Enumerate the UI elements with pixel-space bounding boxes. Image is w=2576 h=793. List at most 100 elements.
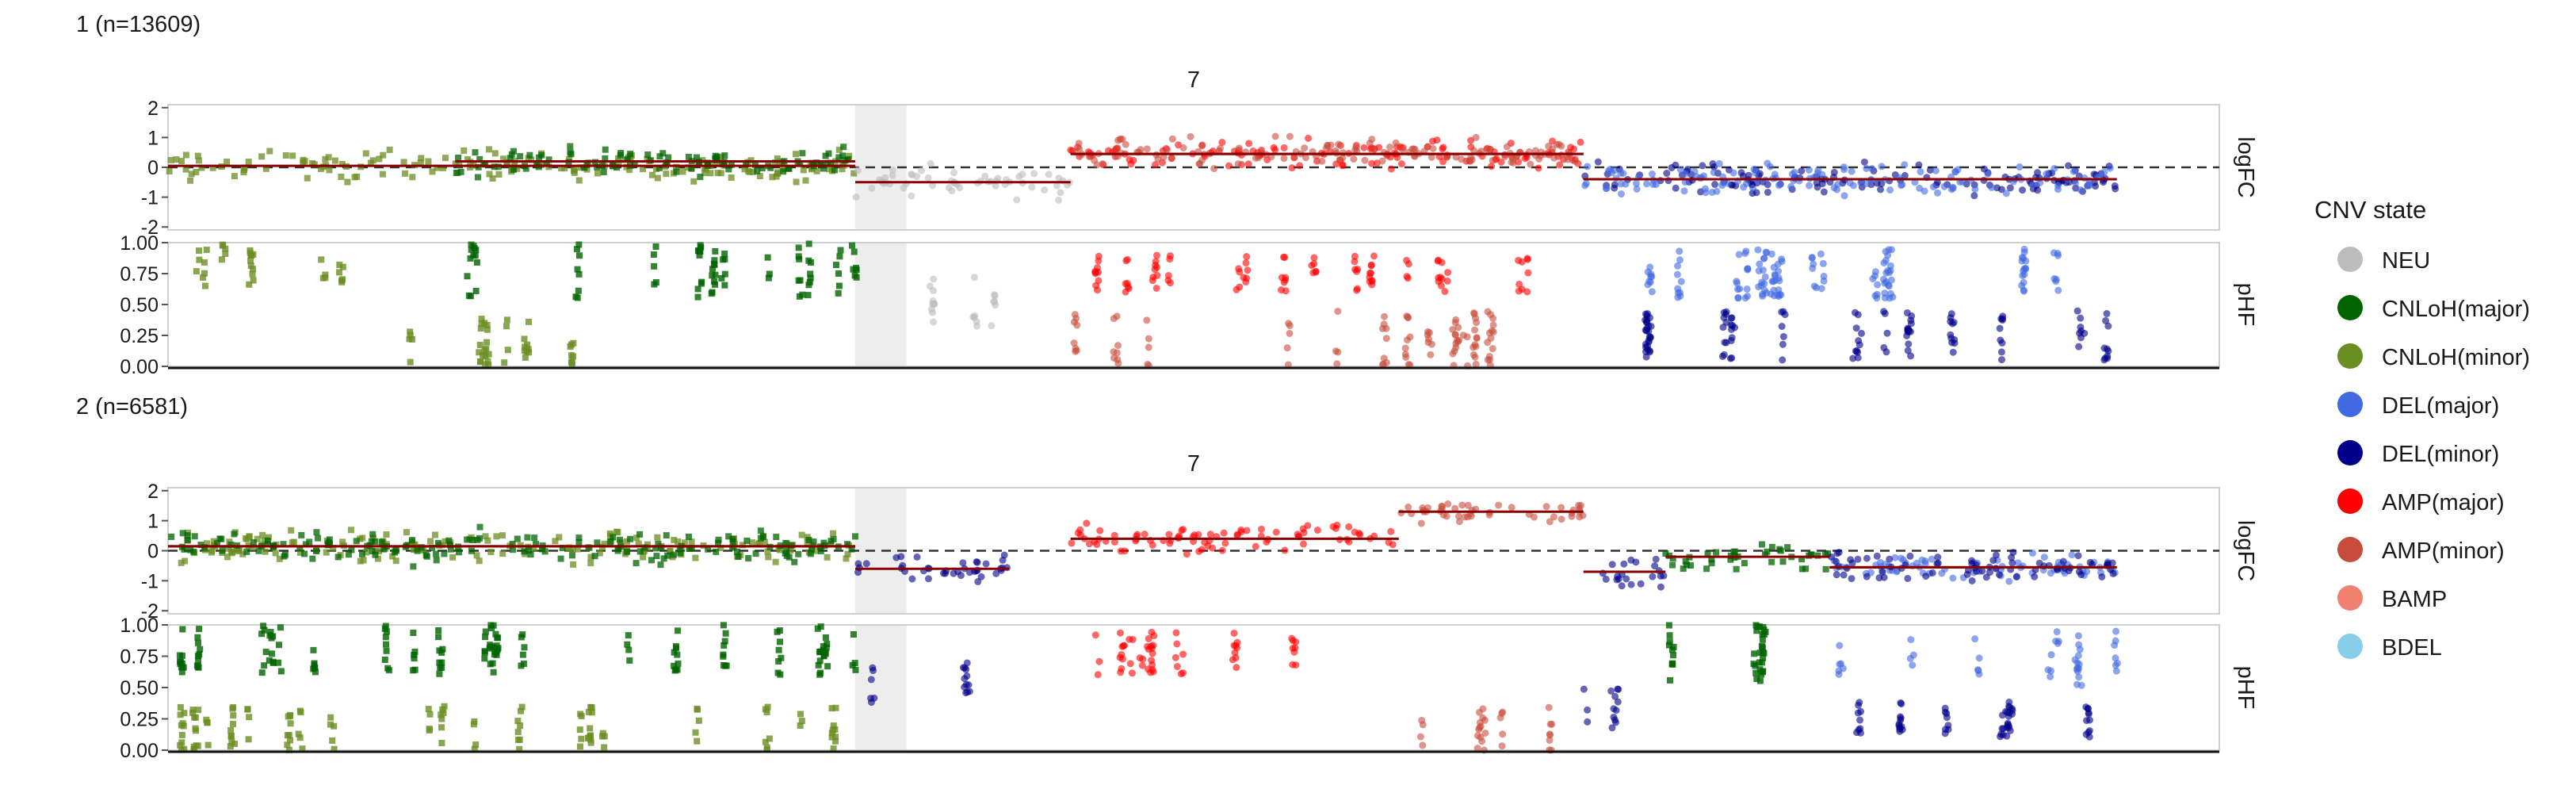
data-point xyxy=(1397,160,1405,168)
data-point xyxy=(1750,661,1757,668)
data-point xyxy=(1752,169,1760,177)
data-point xyxy=(850,170,858,177)
data-point xyxy=(476,534,483,542)
data-point xyxy=(261,626,268,634)
data-point xyxy=(482,361,489,368)
data-point xyxy=(1099,159,1106,167)
data-point xyxy=(1473,745,1481,753)
data-point xyxy=(762,738,769,745)
data-point xyxy=(372,538,379,545)
data-point xyxy=(417,159,424,167)
data-point xyxy=(1975,654,1983,662)
data-point xyxy=(1687,562,1694,569)
data-point xyxy=(816,649,824,656)
data-point xyxy=(1775,182,1783,190)
data-point xyxy=(282,151,289,159)
data-point xyxy=(807,270,814,278)
data-point xyxy=(1907,636,1915,644)
data-point xyxy=(476,557,483,565)
data-point xyxy=(750,168,757,175)
data-point xyxy=(1733,278,1741,285)
data-point xyxy=(1676,166,1684,174)
panel-2: 2 (n=6581) 7 2 1 0 -1 -2 logFC 1.00 0.75 0.50 0.25 0… xyxy=(76,394,2258,762)
data-point xyxy=(633,560,640,567)
data-point xyxy=(260,623,267,630)
data-point xyxy=(518,707,525,714)
data-point xyxy=(410,546,417,554)
data-point xyxy=(610,534,617,541)
data-point xyxy=(785,554,793,561)
data-point xyxy=(696,252,703,259)
data-point xyxy=(472,252,479,259)
data-point xyxy=(769,174,776,181)
data-point xyxy=(853,274,860,281)
data-point xyxy=(822,634,829,641)
data-point xyxy=(771,159,778,167)
data-point xyxy=(584,734,591,741)
data-point xyxy=(300,159,307,166)
data-point xyxy=(392,557,399,565)
data-point xyxy=(835,289,842,297)
data-point xyxy=(2016,163,2024,171)
data-point xyxy=(1187,132,1194,140)
data-point xyxy=(200,274,207,281)
data-point xyxy=(1535,164,1542,172)
data-point xyxy=(981,172,989,180)
data-point xyxy=(1459,331,1467,339)
data-point xyxy=(1075,140,1083,147)
data-point xyxy=(694,293,701,301)
data-point xyxy=(510,166,518,173)
data-point xyxy=(577,743,584,750)
data-point xyxy=(782,539,789,546)
tick-label: 1.00 xyxy=(120,232,159,255)
data-point xyxy=(664,552,671,559)
data-point xyxy=(514,535,521,542)
data-point xyxy=(1668,660,1676,667)
data-point xyxy=(1557,504,1565,511)
data-point xyxy=(1884,266,1892,274)
data-point xyxy=(2029,181,2037,189)
data-point xyxy=(1467,136,1475,144)
data-point xyxy=(2005,709,2013,717)
data-point xyxy=(367,159,374,167)
data-point xyxy=(2077,186,2085,193)
data-point xyxy=(1657,572,1664,580)
data-point xyxy=(1856,341,1863,349)
data-point xyxy=(714,170,721,177)
data-point xyxy=(222,250,229,257)
data-point xyxy=(1092,282,1100,289)
data-point xyxy=(862,560,870,568)
data-point xyxy=(2112,627,2120,635)
data-point xyxy=(757,534,764,542)
data-point xyxy=(177,703,184,711)
data-point xyxy=(559,544,566,551)
data-point xyxy=(429,168,436,175)
data-point xyxy=(1674,262,1682,270)
data-point xyxy=(675,538,682,545)
data-point xyxy=(453,170,460,177)
data-point xyxy=(2014,559,2022,567)
data-point xyxy=(179,664,186,671)
data-point xyxy=(1324,141,1332,149)
data-point xyxy=(264,540,271,547)
data-point xyxy=(2085,711,2093,718)
data-point xyxy=(266,657,273,664)
data-point xyxy=(1763,249,1771,257)
data-point xyxy=(1582,180,1590,188)
data-point xyxy=(331,722,338,730)
legend-label: CNLoH(major) xyxy=(2382,297,2530,322)
data-point xyxy=(575,241,583,248)
data-point xyxy=(1863,573,1871,580)
data-point xyxy=(369,531,376,538)
data-point xyxy=(437,665,444,672)
data-point xyxy=(1173,640,1181,648)
data-point xyxy=(1294,531,1301,538)
data-point xyxy=(1649,573,1657,580)
data-point xyxy=(1244,160,1252,168)
data-point xyxy=(762,706,769,713)
legend-label: BDEL xyxy=(2382,635,2442,661)
data-point xyxy=(715,539,722,546)
data-point xyxy=(1947,310,1955,318)
data-point xyxy=(1110,538,1118,546)
data-point xyxy=(824,663,831,670)
